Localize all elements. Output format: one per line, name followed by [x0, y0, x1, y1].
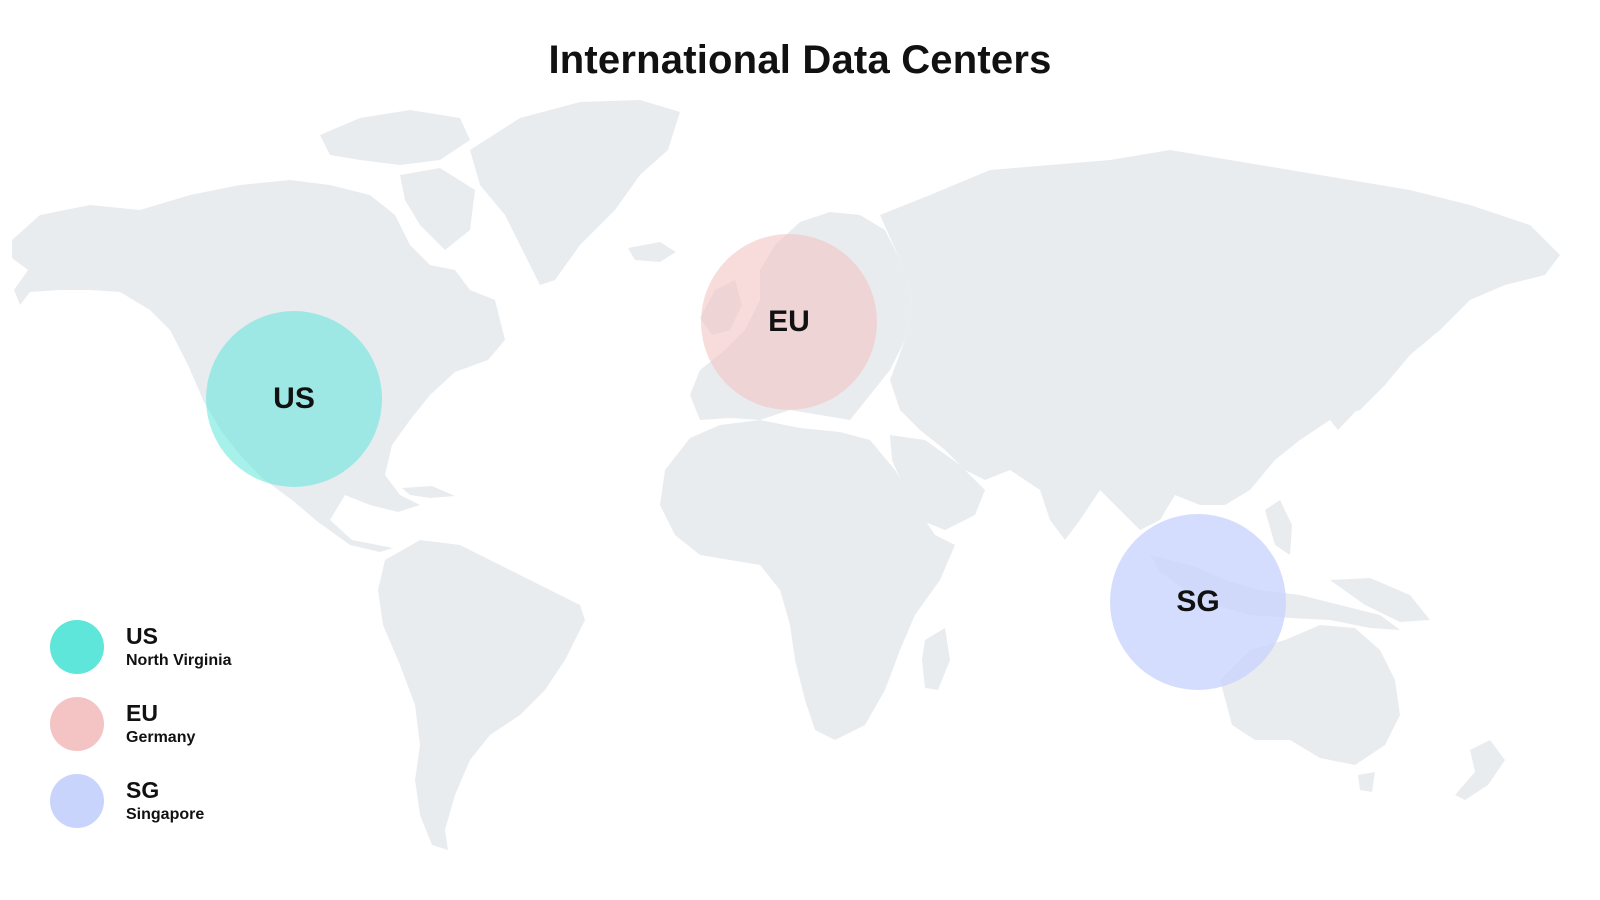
data-center-marker-us[interactable]: US: [206, 311, 382, 487]
data-center-label: US: [273, 382, 315, 415]
new-guinea-landmass: [1330, 578, 1430, 622]
data-center-marker-eu[interactable]: EU: [701, 234, 877, 410]
legend-code: EU: [126, 700, 158, 726]
legend-item-us: US North Virginia: [50, 620, 232, 674]
legend-code: US: [126, 623, 158, 649]
madagascar-landmass: [922, 628, 950, 690]
australia-landmass: [1220, 625, 1400, 765]
map-title: International Data Centers: [548, 38, 1052, 82]
tasmania-landmass: [1358, 772, 1375, 792]
legend-swatch-eu: [50, 697, 104, 751]
africa-landmass: [660, 420, 955, 740]
iceland-landmass: [628, 242, 676, 262]
legend-label: Germany: [126, 729, 196, 746]
data-center-marker-sg[interactable]: SG: [1110, 514, 1286, 690]
philippines-landmass: [1265, 500, 1292, 555]
legend-label: Singapore: [126, 806, 205, 823]
new-zealand-landmass: [1455, 740, 1505, 800]
legend: US North Virginia EU Germany SG Singapor…: [50, 620, 232, 851]
asia-landmass: [880, 150, 1560, 540]
legend-item-eu: EU Germany: [50, 697, 232, 751]
cuba-landmass: [402, 486, 455, 498]
legend-swatch-sg: [50, 774, 104, 828]
legend-label: North Virginia: [126, 652, 232, 669]
south-america-landmass: [378, 540, 585, 850]
baffin-island-landmass: [400, 168, 475, 250]
japan-landmass: [1330, 340, 1388, 430]
greenland-landmass: [470, 100, 680, 285]
data-center-label: EU: [768, 305, 810, 338]
arctic-islands-landmass: [320, 110, 470, 165]
legend-item-sg: SG Singapore: [50, 774, 232, 828]
data-center-label: SG: [1176, 585, 1220, 618]
legend-swatch-us: [50, 620, 104, 674]
legend-code: SG: [126, 777, 160, 803]
